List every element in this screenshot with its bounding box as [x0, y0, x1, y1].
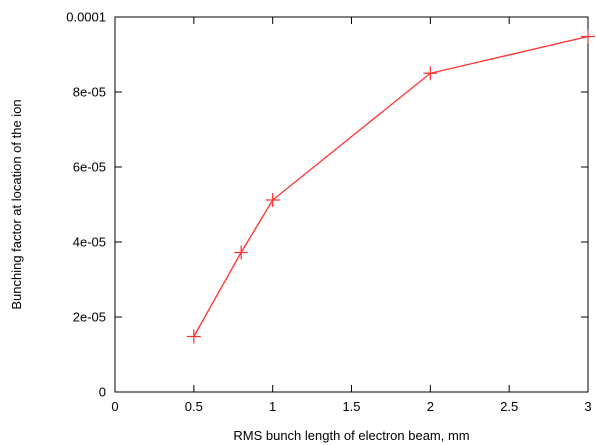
series-layer — [186, 29, 595, 344]
x-tick-label: 3 — [584, 399, 591, 414]
y-tick-label: 8e-05 — [73, 85, 106, 100]
data-point-marker — [265, 193, 280, 207]
x-axis-label: RMS bunch length of electron beam, mm — [233, 428, 469, 443]
ticks: 0 0.5 1 1.5 2 2.5 3 0 2e-05 4e-05 6e-05 8e-05 0.0001 — [66, 10, 591, 415]
y-tick-label: 6e-05 — [73, 160, 106, 175]
x-tick-label: 0 — [111, 399, 118, 414]
y-tick-label: 0 — [99, 385, 106, 400]
series-line — [193, 35, 589, 337]
y-axis-label: Bunching factor at location of the ion — [9, 99, 24, 309]
x-tick-label: 0.5 — [185, 399, 203, 414]
data-point-marker — [581, 29, 595, 44]
x-tick-label: 2.5 — [500, 399, 518, 414]
y-tick-label: 2e-05 — [73, 310, 106, 325]
data-point-marker — [234, 245, 249, 260]
data-point-marker — [423, 66, 438, 81]
x-tick-label: 1 — [269, 399, 276, 414]
x-tick-label: 2 — [427, 399, 434, 414]
plot-frame — [114, 16, 589, 393]
data-point-marker — [186, 329, 201, 344]
y-tick-label: 4e-05 — [73, 235, 106, 250]
y-tick-label: 0.0001 — [66, 10, 106, 25]
x-tick-label: 1.5 — [342, 399, 360, 414]
